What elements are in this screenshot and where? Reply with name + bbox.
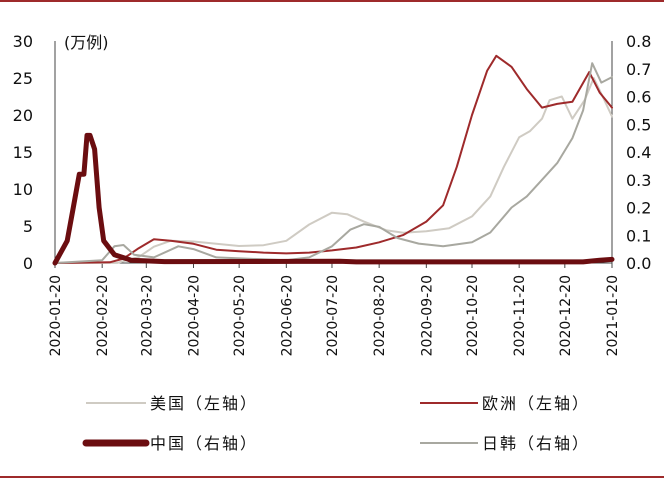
y-right-tick-label: 0.2 <box>626 199 651 218</box>
y-right-tick-label: 0.5 <box>626 115 651 134</box>
x-tick-label: 2020-09-20 <box>419 275 435 356</box>
y-right-tick-label: 0.0 <box>626 254 651 273</box>
y-left-tick-label: 15 <box>13 143 33 162</box>
y-right-tick-label: 0.3 <box>626 171 651 190</box>
y-right-tick-label: 0.7 <box>626 60 651 79</box>
x-tick-label: 2021-01-20 <box>605 275 621 356</box>
x-tick-label: 2020-06-20 <box>279 275 295 356</box>
x-tick-label: 2020-08-20 <box>372 275 388 356</box>
x-tick-label: 2020-11-20 <box>512 275 528 356</box>
legend-label-europe: 欧洲（左轴） <box>482 394 590 413</box>
y-right-tick-label: 0.6 <box>626 88 651 107</box>
y-left-tick-label: 30 <box>13 32 33 51</box>
series-line-europe <box>54 54 613 264</box>
x-tick-label: 2020-04-20 <box>186 275 202 356</box>
series-line-china <box>52 132 615 266</box>
series-lines <box>52 54 615 266</box>
y-right-tick-label: 0.1 <box>626 226 651 245</box>
legend-item-europe: 欧洲（左轴） <box>420 394 590 413</box>
x-tick-label: 2020-05-20 <box>232 275 248 356</box>
x-tick-label: 2020-12-20 <box>558 275 574 356</box>
y-right-tick-label: 0.4 <box>626 143 651 162</box>
y-left-axis: 0 5 10 15 20 25 30 <box>13 32 56 273</box>
x-axis: 2020-01-20 2020-02-20 2020-03-20 2020-04-20… <box>48 262 621 356</box>
legend-label-japan-korea: 日韩（右轴） <box>482 434 590 453</box>
legend: 美国（左轴） 欧洲（左轴） 中国（右轴） 日韩（右轴） <box>82 394 590 453</box>
series-line-japan-korea <box>54 62 613 264</box>
x-tick-label: 2020-10-20 <box>465 275 481 356</box>
x-tick-label: 2020-01-20 <box>48 275 64 356</box>
legend-item-us: 美国（左轴） <box>86 394 258 413</box>
y-right-axis: 0.0 0.1 0.2 0.3 0.4 0.5 0.6 0.7 0.8 <box>611 32 651 273</box>
unit-label: (万例) <box>64 33 109 52</box>
y-left-tick-label: 10 <box>13 180 33 199</box>
legend-label-us: 美国（左轴） <box>150 394 258 413</box>
y-right-tick-label: 0.8 <box>626 32 651 51</box>
legend-item-japan-korea: 日韩（右轴） <box>420 434 590 453</box>
y-left-tick-label: 0 <box>23 254 33 273</box>
legend-label-china: 中国（右轴） <box>150 434 258 453</box>
x-tick-label: 2020-02-20 <box>95 275 111 356</box>
x-tick-label: 2020-07-20 <box>325 275 341 356</box>
y-left-tick-label: 25 <box>13 69 33 88</box>
series-line-us <box>54 77 613 264</box>
x-tick-label: 2020-03-20 <box>139 275 155 356</box>
y-left-tick-label: 5 <box>23 217 33 236</box>
y-left-tick-label: 20 <box>13 106 33 125</box>
legend-item-china: 中国（右轴） <box>82 434 258 453</box>
